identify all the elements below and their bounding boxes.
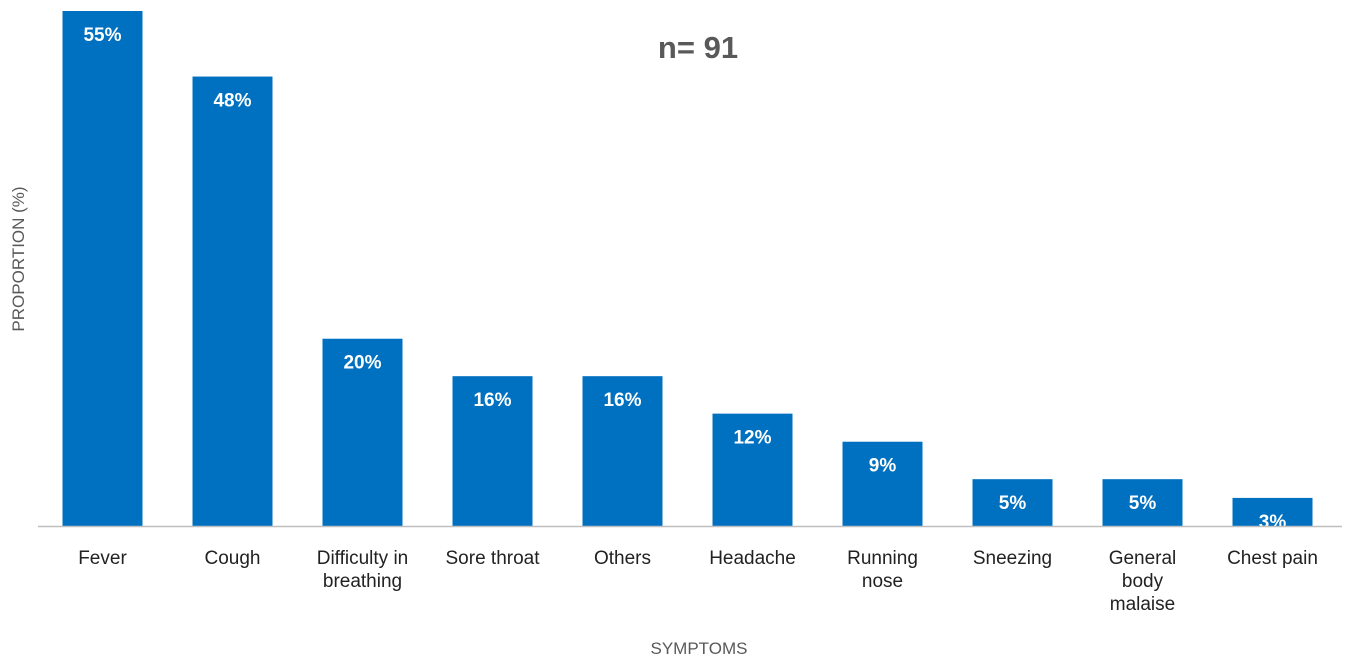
category-label-line: Difficulty in (317, 548, 409, 569)
bar-5 (582, 376, 663, 526)
category-label-1: Fever (78, 548, 127, 569)
category-label-10: Chest pain (1227, 548, 1318, 569)
category-label-line: Sneezing (973, 548, 1052, 569)
category-label-line: General (1109, 548, 1177, 569)
bar-value-label-2: 48% (213, 91, 251, 112)
category-label-line: Others (594, 548, 651, 569)
sample-size-annotation: n= 91 (658, 30, 738, 65)
category-label-9: General body malaise (1109, 548, 1177, 615)
bar-4 (452, 376, 533, 526)
bar-10 (1232, 497, 1313, 526)
category-label-7: Running nose (847, 548, 918, 592)
bar-1 (62, 11, 143, 526)
category-label-4: Sore throat (446, 548, 541, 569)
bar-2 (192, 76, 273, 526)
bar-value-label-8: 5% (999, 493, 1027, 514)
category-labels-group: Fever Cough Difficulty in breathing Sore thr… (78, 548, 1318, 615)
category-label-8: Sneezing (973, 548, 1052, 569)
bar-value-label-6: 12% (733, 428, 771, 449)
bar-8 (972, 479, 1053, 526)
x-axis-title: SYMPTOMS (651, 639, 748, 658)
category-label-line: Running (847, 548, 918, 569)
bar-value-label-1: 55% (83, 25, 121, 46)
bar-value-label-7: 9% (869, 456, 897, 477)
bar-value-label-9: 5% (1129, 493, 1157, 514)
bar-labels-group: 55% 48% 20% 16% 16% 12% 9% 5% 5% 3% (83, 25, 1286, 533)
category-label-line: body (1122, 571, 1164, 592)
category-label-line: Headache (709, 548, 796, 569)
category-label-2: Cough (205, 548, 261, 569)
bar-3 (322, 338, 403, 526)
category-label-line: breathing (323, 571, 402, 592)
bar-value-label-10: 3% (1259, 512, 1287, 533)
y-axis-title: PROPORTION (%) (9, 186, 28, 331)
category-label-5: Others (594, 548, 651, 569)
bar-value-label-5: 16% (603, 390, 641, 411)
bar-value-label-3: 20% (343, 353, 381, 374)
bar-9 (1102, 479, 1183, 526)
category-label-line: malaise (1110, 594, 1175, 615)
category-label-line: Sore throat (446, 548, 541, 569)
bars-group (62, 11, 1313, 526)
bar-7 (842, 441, 923, 526)
category-label-line: nose (862, 571, 903, 592)
category-label-6: Headache (709, 548, 796, 569)
bar-value-label-4: 16% (473, 390, 511, 411)
category-label-line: Chest pain (1227, 548, 1318, 569)
category-label-line: Cough (205, 548, 261, 569)
category-label-line: Fever (78, 548, 127, 569)
bar-6 (712, 413, 793, 526)
category-label-3: Difficulty in breathing (317, 548, 409, 592)
